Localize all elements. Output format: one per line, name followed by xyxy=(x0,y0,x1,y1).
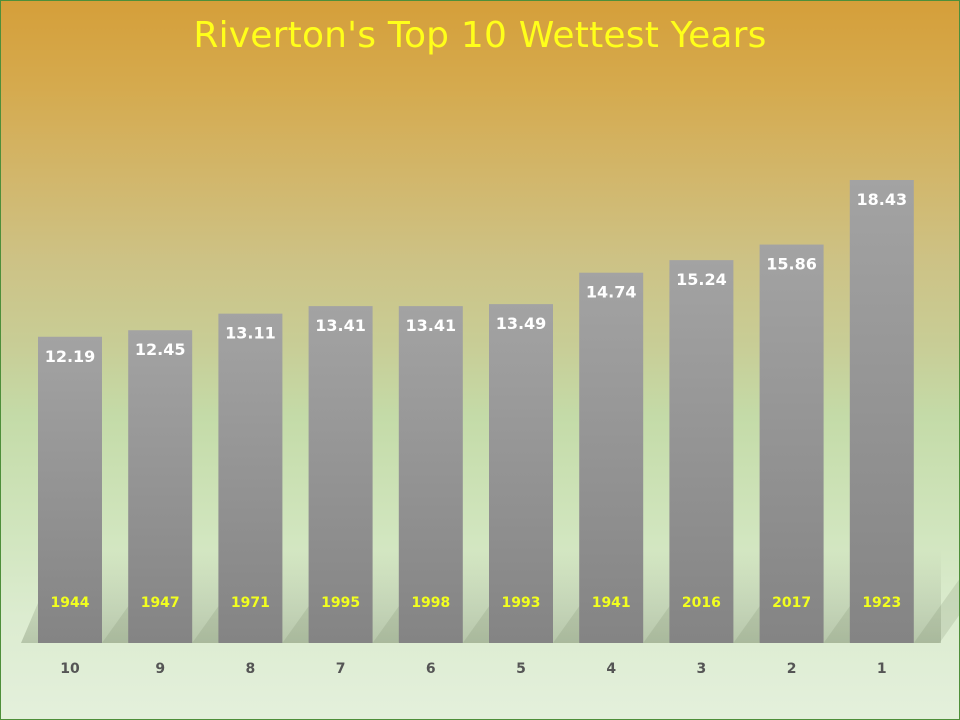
bar-value-label: 12.45 xyxy=(135,340,186,359)
bar-rank-2 xyxy=(759,244,824,643)
x-tick-label: 6 xyxy=(426,661,436,677)
bar-year-label: 2017 xyxy=(772,595,811,611)
bar-rank-1 xyxy=(849,180,914,643)
bar-value-label: 13.41 xyxy=(315,316,366,335)
bar-value-label: 13.49 xyxy=(496,314,547,333)
bar-year-label: 1995 xyxy=(321,595,360,611)
bar-value-label: 15.86 xyxy=(766,255,817,274)
bar-rank-8 xyxy=(218,313,283,643)
bar-year-label: 1947 xyxy=(141,595,180,611)
x-axis-ticks: 10 9 8 7 6 5 4 3 2 1 xyxy=(60,661,886,677)
x-tick-label: 1 xyxy=(877,661,887,677)
bar-year-label: 1971 xyxy=(231,595,270,611)
bar-value-label: 14.74 xyxy=(586,283,637,302)
x-tick-label: 5 xyxy=(516,661,526,677)
x-tick-label: 7 xyxy=(336,661,346,677)
chart-title: Riverton's Top 10 Wettest Years xyxy=(193,15,767,56)
bar-rank-9 xyxy=(128,330,193,643)
bar-value-label: 15.24 xyxy=(676,270,727,289)
bar-rank-6 xyxy=(398,306,463,643)
bar-rank-3 xyxy=(669,260,734,643)
bar-rank-4 xyxy=(579,272,644,643)
bar-value-label: 13.41 xyxy=(405,316,456,335)
x-tick-label: 10 xyxy=(60,661,80,677)
x-tick-label: 2 xyxy=(787,661,797,677)
bar-shadow xyxy=(913,579,959,643)
bar-year-label: 2016 xyxy=(682,595,721,611)
bar-rank-5 xyxy=(489,304,553,643)
bar-labels: 12.19 1944 12.45 1947 13.11 1971 13.41 1995 13.4… xyxy=(45,190,907,611)
x-tick-label: 3 xyxy=(697,661,707,677)
bars xyxy=(38,180,914,643)
bar-year-label: 1923 xyxy=(862,595,901,611)
bar-year-label: 1993 xyxy=(502,595,541,611)
bar-value-label: 13.11 xyxy=(225,324,276,343)
bar-year-label: 1941 xyxy=(592,595,631,611)
bar-rank-7 xyxy=(308,306,373,643)
x-tick-label: 8 xyxy=(246,661,256,677)
x-tick-label: 4 xyxy=(606,661,616,677)
bar-value-label: 12.19 xyxy=(45,347,96,366)
x-tick-label: 9 xyxy=(155,661,165,677)
bar-value-label: 18.43 xyxy=(856,190,907,209)
bar-rank-10 xyxy=(38,336,102,643)
bar-year-label: 1944 xyxy=(51,595,90,611)
bar-year-label: 1998 xyxy=(411,595,450,611)
